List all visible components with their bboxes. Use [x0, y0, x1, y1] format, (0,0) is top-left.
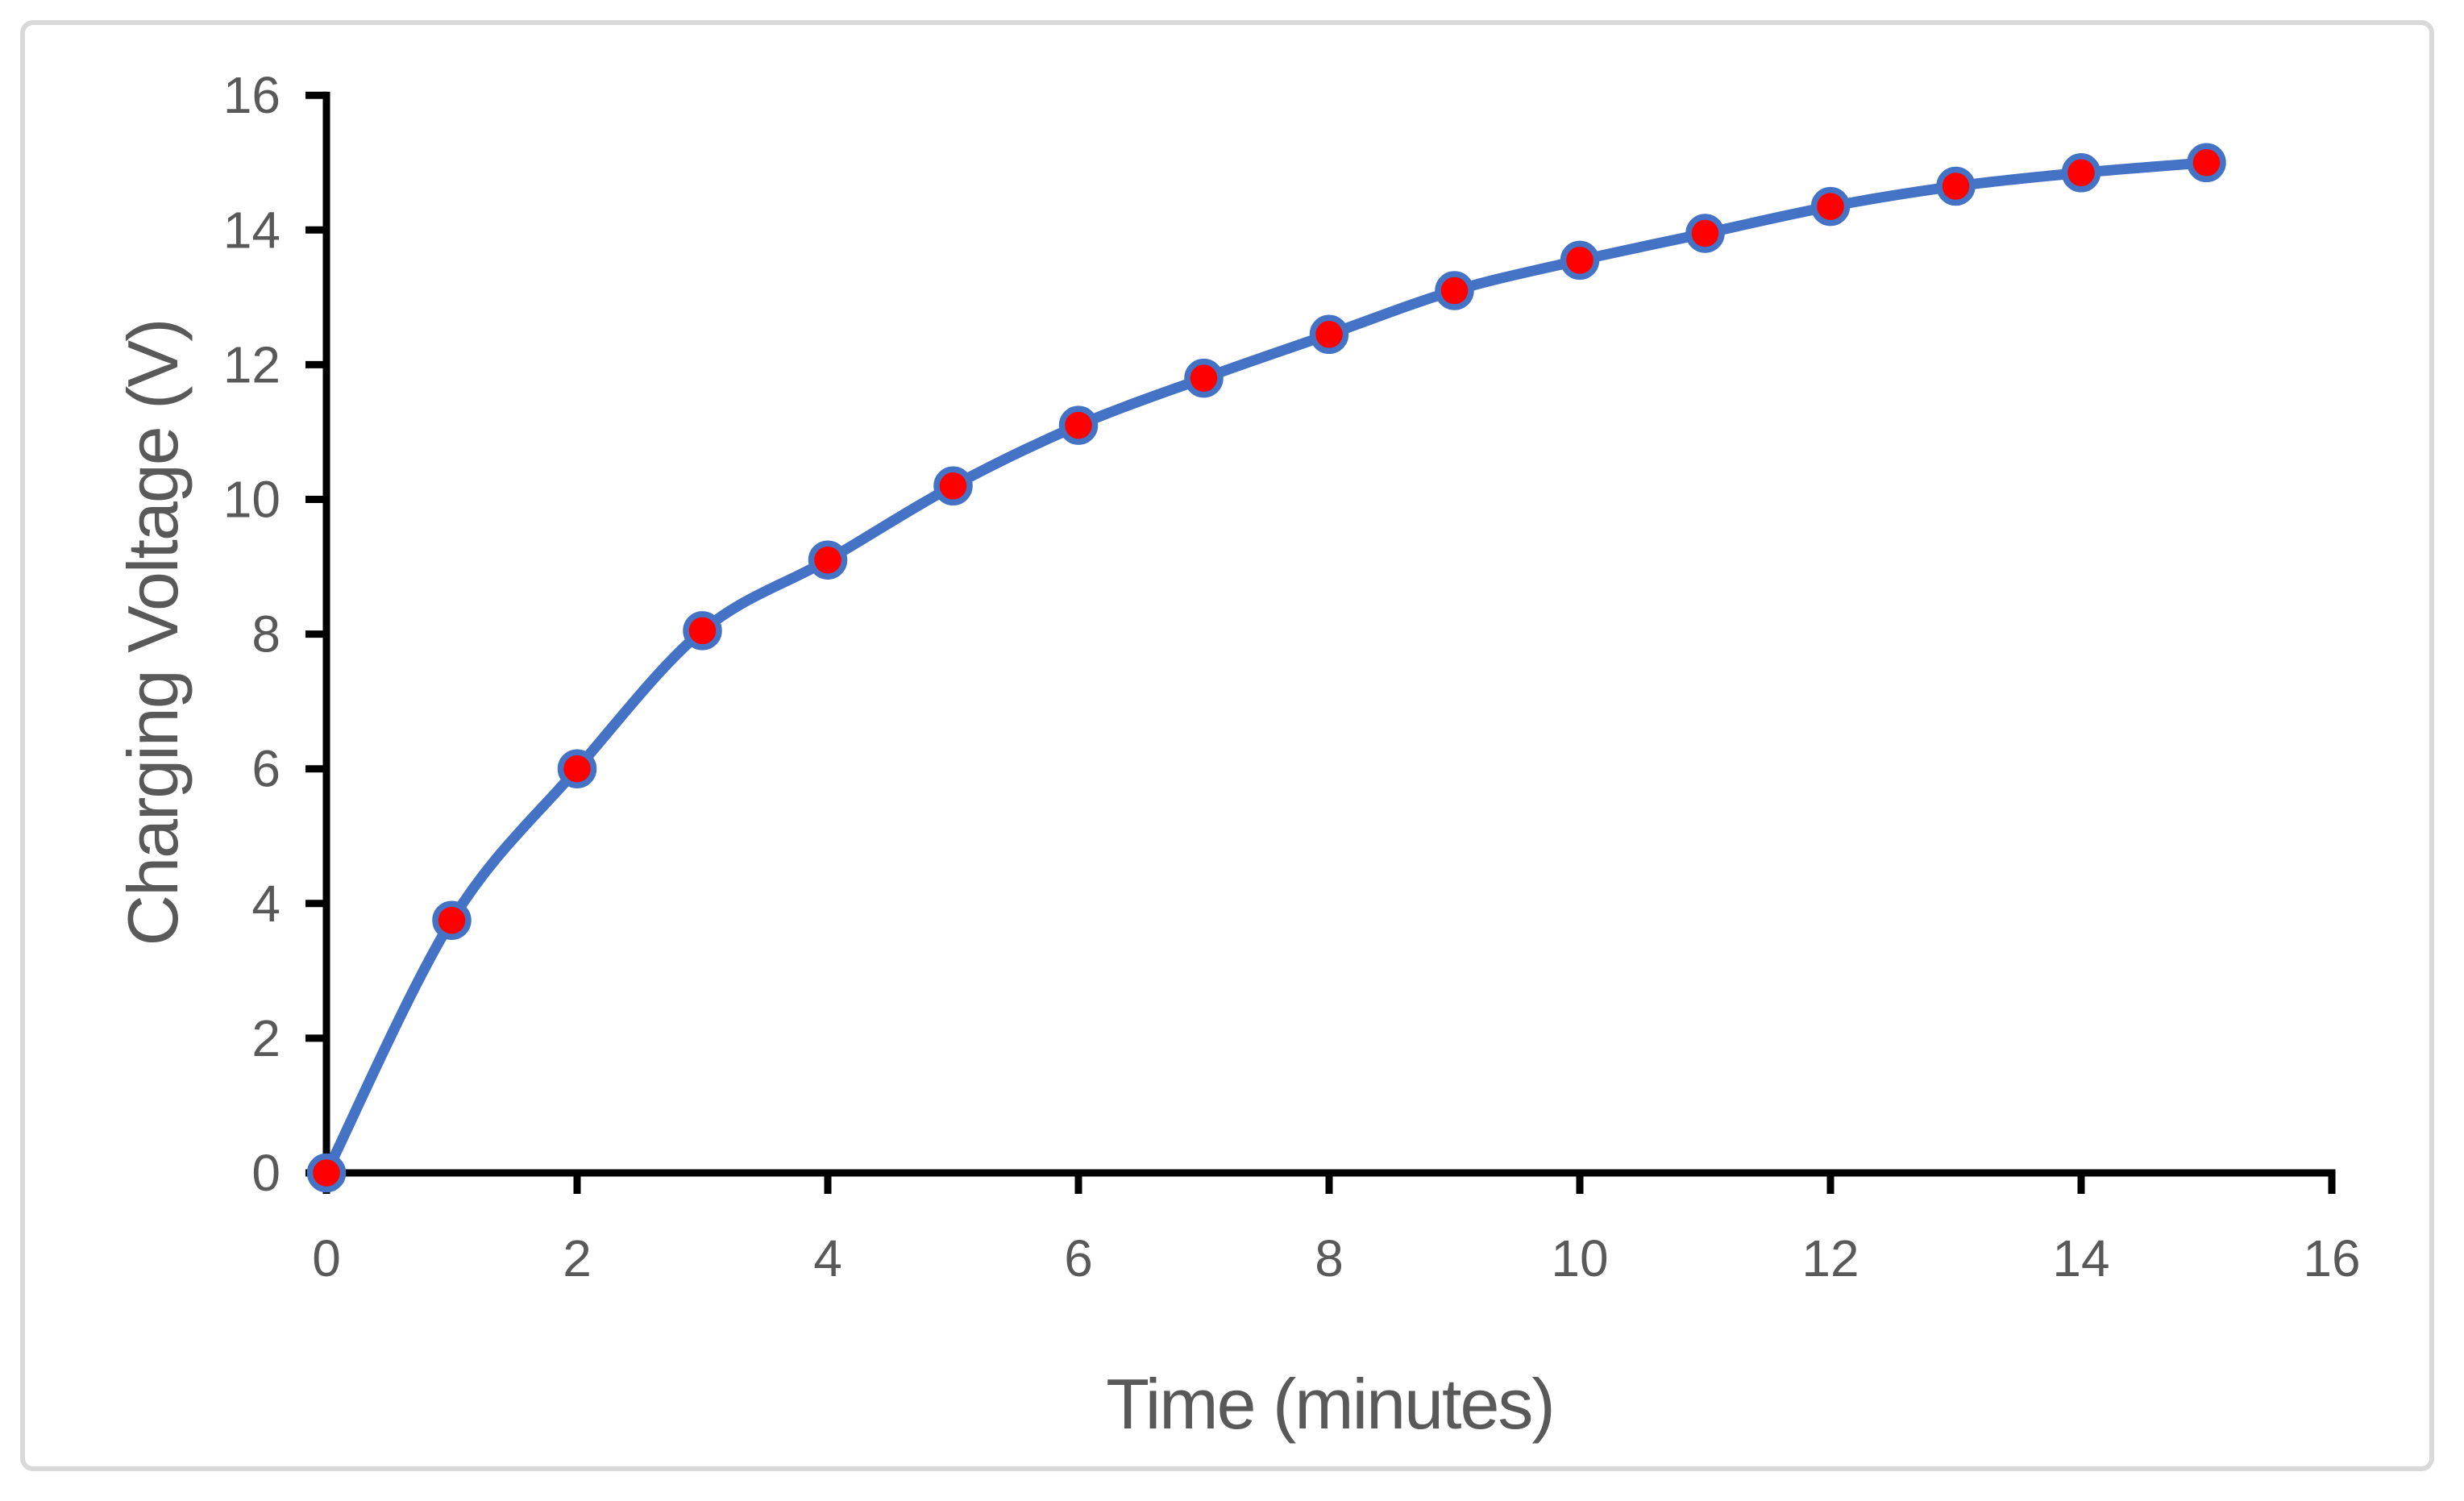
data-point-marker	[933, 466, 973, 506]
x-tick-label: 12	[1801, 1229, 1859, 1287]
y-tick-label: 4	[251, 875, 280, 933]
data-point-marker	[1936, 166, 1976, 206]
x-tick-label: 10	[1551, 1229, 1608, 1287]
data-point-marker	[1560, 240, 1600, 281]
data-point-marker	[808, 540, 848, 580]
x-tick-label: 8	[1315, 1229, 1344, 1287]
y-tick-label: 10	[223, 471, 280, 529]
data-point-marker	[1810, 186, 1851, 227]
data-point-marker	[2061, 153, 2101, 193]
data-point-marker	[1435, 271, 1474, 310]
data-point-marker	[1685, 214, 1725, 253]
x-tick-label: 2	[563, 1229, 592, 1287]
y-axis-title: Charging Voltage (V)	[113, 320, 193, 946]
data-point-marker	[306, 1153, 347, 1193]
series-layer	[306, 143, 2226, 1193]
y-tick-label: 8	[251, 605, 280, 663]
data-point-marker	[1184, 358, 1224, 398]
x-tick-label: 16	[2303, 1229, 2360, 1287]
data-point-marker	[1309, 314, 1349, 355]
x-tick-label: 6	[1064, 1229, 1093, 1287]
tick-layer	[305, 91, 2336, 1194]
series-line	[321, 157, 2212, 1179]
data-point-marker	[1058, 405, 1099, 445]
x-tick-label: 14	[2052, 1229, 2109, 1287]
x-axis-title: Time (minutes)	[1106, 1364, 1553, 1444]
y-tick-label: 6	[251, 740, 280, 798]
data-point-marker	[432, 900, 472, 940]
data-point-marker	[683, 611, 722, 651]
data-point-marker	[2187, 143, 2226, 183]
x-tick-label: 0	[312, 1229, 341, 1287]
x-tick-label: 4	[813, 1229, 842, 1287]
y-tick-label: 0	[251, 1144, 280, 1202]
y-tick-label: 16	[223, 66, 280, 124]
axes-layer	[322, 91, 2336, 1177]
tick-label-layer: 0 2 4 6 8 10 12 14 16 0 2 4 6 8 10 12 14 16	[223, 66, 2361, 1287]
data-point-marker	[557, 749, 597, 788]
y-tick-label: 14	[223, 201, 280, 259]
y-tick-label: 12	[223, 335, 280, 393]
y-tick-label: 2	[251, 1009, 280, 1067]
